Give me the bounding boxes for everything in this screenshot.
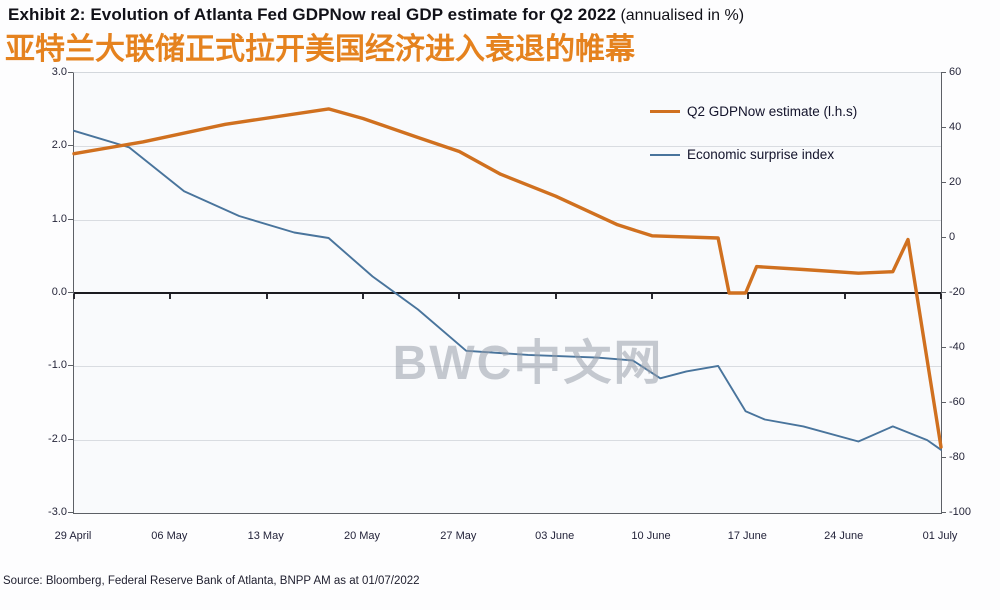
left-axis-tick [68, 438, 73, 440]
left-axis-label: 3.0 [51, 66, 67, 78]
left-axis-label: 0.0 [51, 286, 67, 298]
x-axis-tick [362, 294, 364, 299]
right-axis-label: -80 [949, 451, 965, 463]
gridline [74, 366, 941, 368]
x-axis-label: 13 May [247, 530, 284, 542]
right-axis-tick [941, 347, 946, 348]
subtitle-chinese: 亚特兰大联储正式拉开美国经济进入衰退的帷幕 [5, 33, 635, 66]
gridline [74, 439, 941, 441]
left-axis-tick [68, 512, 73, 513]
x-axis-label: 01 July [922, 530, 958, 542]
left-axis-tick [68, 292, 73, 293]
legend: Q2 GDPNow estimate (l.h.s) Economic surpr… [650, 104, 857, 190]
right-axis-tick [941, 237, 946, 238]
x-axis-label: 24 June [824, 530, 864, 542]
x-axis-tick [73, 294, 75, 299]
surprise-line-swatch [650, 153, 680, 156]
x-axis-tick [169, 294, 172, 299]
left-axis-tick [68, 365, 73, 367]
x-axis-label: 06 May [151, 530, 188, 542]
right-axis-tick [941, 292, 946, 293]
x-axis-tick [554, 294, 557, 299]
gridline [74, 219, 941, 221]
left-axis-label: -1.0 [48, 359, 67, 372]
right-axis-label: -40 [949, 341, 965, 353]
right-axis-tick [941, 402, 946, 403]
right-axis-label: 60 [949, 66, 962, 78]
right-axis-tick [941, 127, 946, 128]
x-axis-tick [747, 294, 750, 299]
x-axis-label: 17 June [727, 530, 767, 542]
legend-label: Q2 GDPNow estimate (l.h.s) [687, 104, 858, 119]
gridline [74, 146, 941, 148]
series-lines [72, 107, 943, 451]
x-axis-tick [651, 294, 653, 299]
left-axis-label: -3.0 [48, 506, 67, 518]
right-axis-label: 20 [949, 176, 962, 188]
left-axis-tick [68, 218, 73, 220]
x-axis-tick [265, 294, 268, 299]
x-axis-tick [940, 294, 942, 299]
right-axis-label: -60 [949, 396, 965, 408]
legend-item: Economic surprise index [650, 147, 857, 162]
right-axis-label: 0 [949, 231, 956, 243]
x-axis-label: 20 May [343, 530, 381, 542]
x-axis-label: 29 April [54, 530, 92, 542]
legend-item: Q2 GDPNow estimate (l.h.s) [650, 104, 857, 119]
source-note: Source: Bloomberg, Federal Reserve Bank … [3, 575, 420, 587]
exhibit-title-suffix: (annualised in %) [616, 7, 745, 24]
line-gdpnow-estimate [72, 107, 943, 449]
gdpnow-line-swatch [650, 110, 680, 113]
x-axis-label: 10 June [631, 530, 671, 542]
left-axis-tick [68, 72, 73, 73]
right-axis-tick [941, 457, 946, 458]
page-title: Exhibit 2: Evolution of Atlanta Fed GDPN… [8, 5, 744, 25]
x-axis-label: 27 May [440, 530, 477, 542]
right-axis-tick [941, 182, 946, 183]
left-axis-label: -2.0 [48, 432, 67, 445]
line-economic-surprise-index [73, 129, 942, 451]
right-axis-label: -20 [949, 286, 965, 298]
left-axis-label: 2.0 [51, 139, 67, 152]
right-axis-label: 40 [949, 121, 962, 133]
right-axis-tick [941, 72, 946, 73]
x-axis-tick [843, 294, 846, 299]
left-axis-label: 1.0 [51, 212, 67, 225]
exhibit-title: Exhibit 2: Evolution of Atlanta Fed GDPN… [8, 5, 616, 24]
x-axis-tick [458, 294, 461, 299]
x-axis-label: 03 June [535, 530, 575, 542]
zero-axis-line [74, 292, 941, 294]
right-axis-tick [941, 512, 946, 513]
left-axis-tick [68, 145, 73, 147]
right-axis-label: -100 [949, 506, 972, 518]
legend-label: Economic surprise index [687, 147, 835, 162]
